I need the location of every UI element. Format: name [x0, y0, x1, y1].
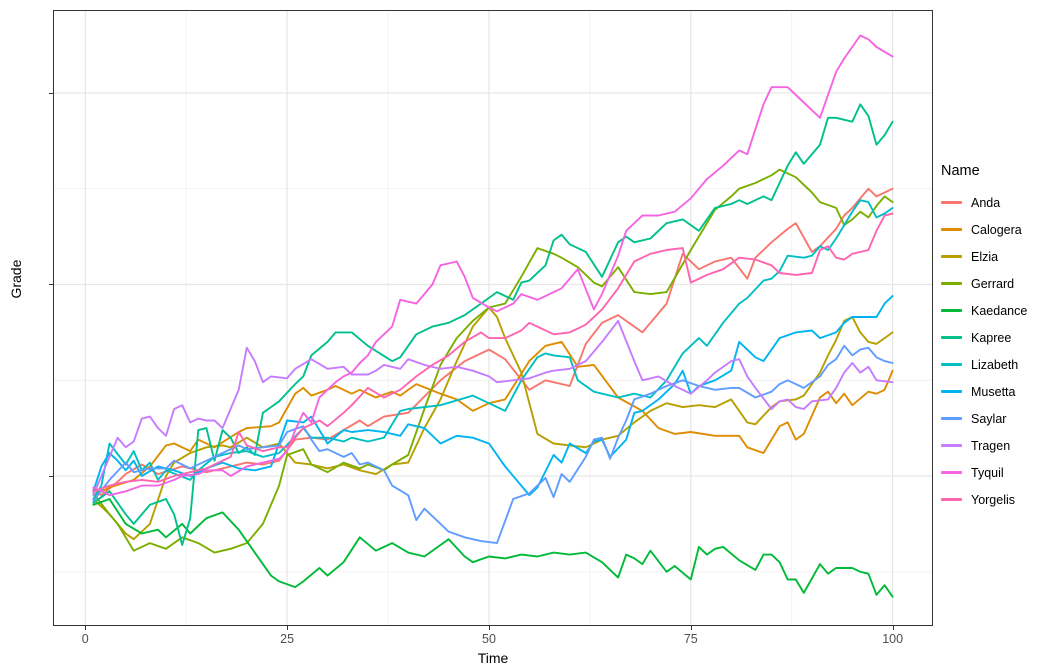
legend-label: Kaedance [971, 303, 1028, 318]
legend-item-lizabeth: Lizabeth [941, 351, 1053, 378]
y-tick-mark [49, 284, 53, 286]
series-line-kaedance [92, 498, 894, 598]
legend-item-gerrard: Gerrard [941, 270, 1053, 297]
legend-item-calogera: Calogera [941, 216, 1053, 243]
legend-item-anda: Anda [941, 189, 1053, 216]
series-line-lizabeth [92, 199, 894, 500]
legend-key-line [941, 363, 962, 366]
legend-label: Tragen [971, 438, 1011, 453]
legend-key-line [941, 309, 962, 312]
legend-label: Elzia [971, 249, 999, 264]
series-line-gerrard [92, 168, 894, 554]
legend-item-tragen: Tragen [941, 432, 1053, 459]
x-tick-mark [287, 626, 289, 630]
x-tick-mark [690, 626, 692, 630]
series-line-yorgelis [92, 212, 894, 493]
x-tick-label: 0 [81, 632, 89, 646]
y-tick-mark [49, 92, 53, 94]
legend-key-line [941, 336, 962, 339]
legend-key-line [941, 444, 962, 447]
legend-label: Gerrard [971, 276, 1015, 291]
legend-item-musetta: Musetta [941, 378, 1053, 405]
legend-item-yorgelis: Yorgelis [941, 486, 1053, 513]
series-line-elzia [92, 306, 894, 541]
legend-key-line [941, 255, 962, 258]
legend-label: Lizabeth [971, 357, 1019, 372]
legend-key-line [941, 228, 962, 231]
legend-key-line [941, 417, 962, 420]
panel-border [53, 10, 933, 626]
legend-label: Tyquil [971, 465, 1004, 480]
series-line-calogera [92, 340, 894, 497]
x-tick-label: 25 [280, 632, 295, 646]
legend-item-kapree: Kapree [941, 324, 1053, 351]
legend-label: Calogera [971, 222, 1022, 237]
legend-item-kaedance: Kaedance [941, 297, 1053, 324]
legend: Name Anda Calogera Elzia Gerrard Kaedance Kap… [941, 163, 1053, 513]
legend-key-line [941, 390, 962, 393]
series-line-tyquil [92, 34, 894, 497]
x-axis-title: Time [477, 650, 509, 666]
legend-label: Yorgelis [971, 492, 1016, 507]
x-tick-label: 50 [482, 632, 496, 646]
legend-label: Saylar [971, 411, 1007, 426]
legend-label: Anda [971, 195, 1001, 210]
x-tick-mark [488, 626, 490, 630]
series-line-tragen [92, 319, 894, 497]
legend-item-saylar: Saylar [941, 405, 1053, 432]
plot-panel [53, 10, 933, 626]
legend-key-line [941, 471, 962, 474]
y-axis-title: Grade [8, 259, 24, 299]
x-tick-mark [85, 626, 87, 630]
series-line-kapree [92, 103, 894, 546]
legend-key-line [941, 498, 962, 501]
y-tick-mark [49, 476, 53, 478]
plot-area [53, 10, 933, 626]
legend-key-line [941, 282, 962, 285]
series-line-anda [92, 187, 894, 497]
x-tick-label: 75 [683, 632, 698, 646]
legend-item-elzia: Elzia [941, 243, 1053, 270]
legend-title: Name [941, 163, 980, 179]
x-tick-mark [892, 626, 894, 630]
legend-label: Kapree [971, 330, 1012, 345]
series-line-saylar [92, 344, 894, 545]
legend-item-tyquil: Tyquil [941, 459, 1053, 486]
legend-key-line [941, 201, 962, 204]
x-tick-label: 100 [882, 632, 904, 646]
legend-items: Anda Calogera Elzia Gerrard Kaedance Kapree Li… [941, 189, 1053, 513]
legend-label: Musetta [971, 384, 1016, 399]
